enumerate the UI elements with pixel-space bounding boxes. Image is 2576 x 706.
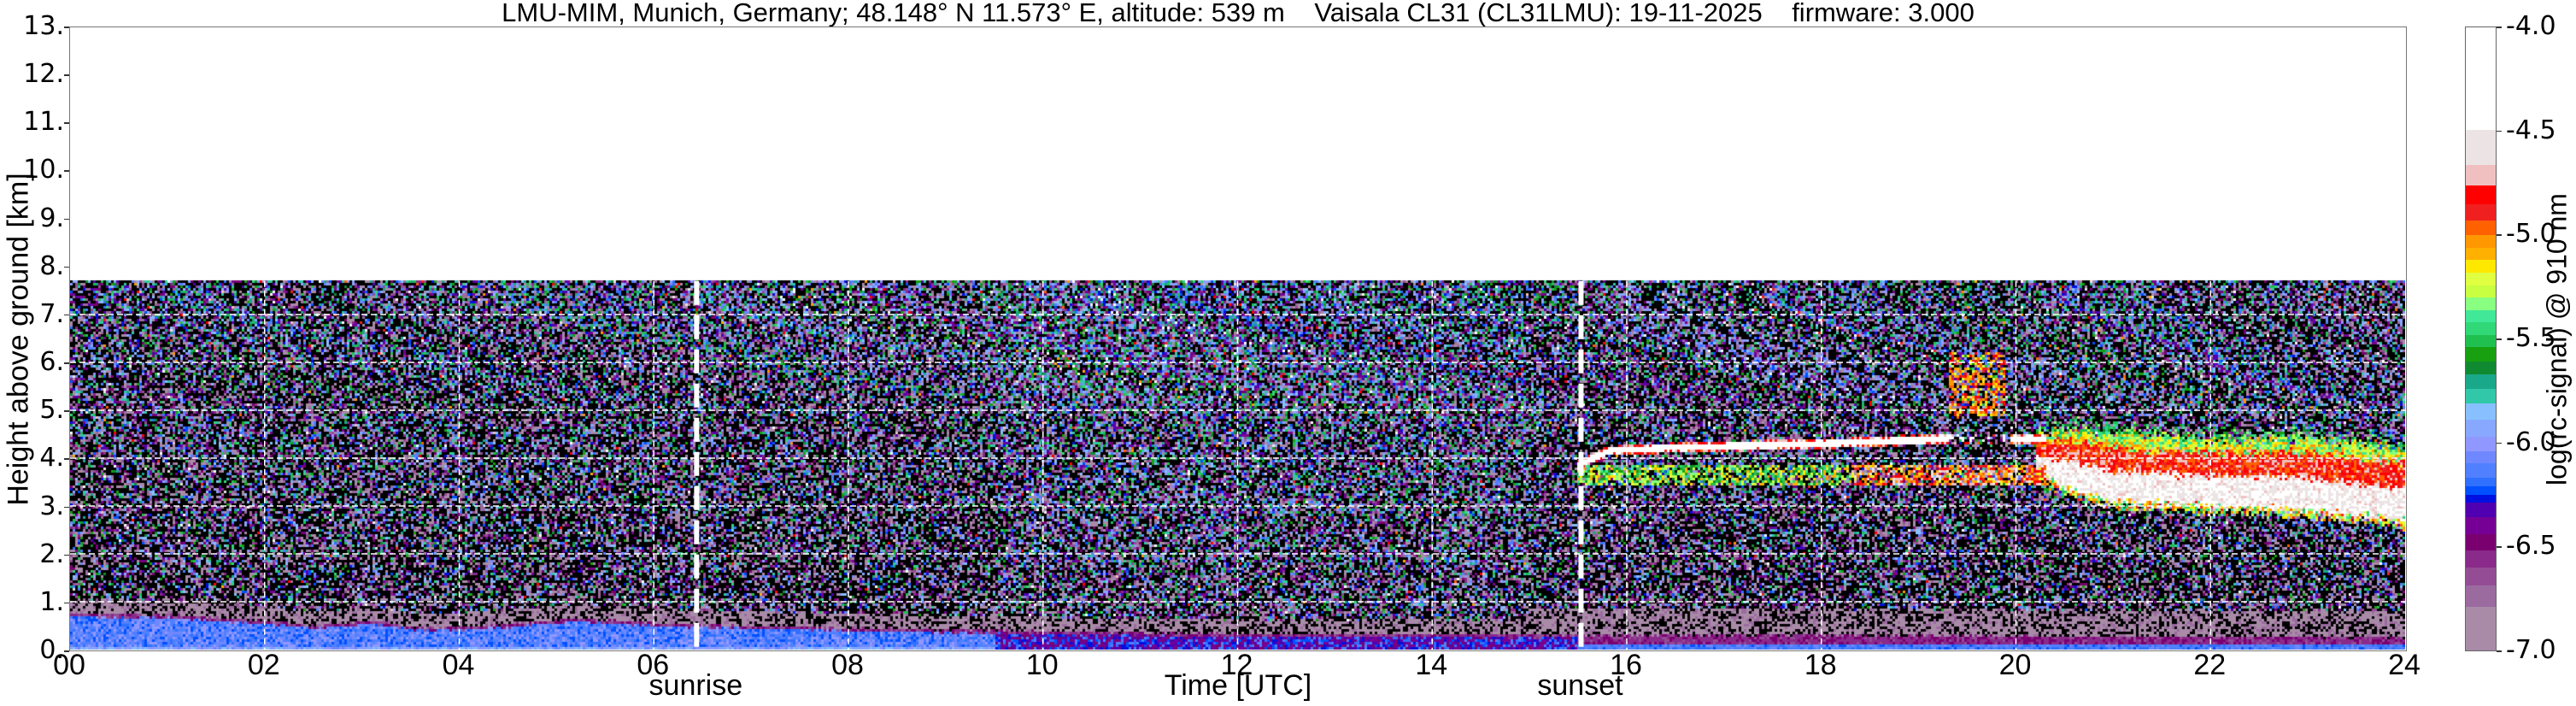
colorbar-level: [2466, 606, 2496, 650]
colorbar-tick-label: -5.5: [2506, 323, 2556, 353]
colorbar-level: [2466, 309, 2496, 323]
colorbar-level: [2466, 203, 2496, 221]
colorbar-level: [2466, 585, 2496, 607]
x-tick-label: 22: [2193, 649, 2227, 681]
y-tick-label: 1.: [39, 586, 64, 617]
colorbar-tick-label: -6.0: [2506, 427, 2556, 457]
y-tick-label: 10.: [23, 155, 64, 185]
x-tick-label: 04: [442, 649, 475, 681]
x-tick-label: 12: [1220, 649, 1253, 681]
colorbar-level: [2466, 284, 2496, 298]
chart-title: LMU-MIM, Munich, Germany; 48.148° N 11.5…: [502, 0, 1975, 27]
y-tick-mark: [64, 266, 69, 268]
colorbar-level: [2466, 388, 2496, 403]
colorbar-level: [2466, 247, 2496, 261]
x-tick-label: 08: [831, 649, 864, 681]
y-tick-label: 9.: [39, 203, 64, 233]
colorbar-level: [2466, 185, 2496, 204]
grid-and-annotation-overlay: [70, 74, 2405, 650]
colorbar-level: [2466, 516, 2496, 534]
colorbar-tick-label: -6.5: [2506, 531, 2556, 562]
colorbar-label: log(rc-signal) @ 910 nm: [2541, 193, 2573, 485]
colorbar-tick-mark: [2497, 338, 2502, 340]
x-tick-label: 10: [1025, 649, 1059, 681]
colorbar-level: [2466, 403, 2496, 421]
colorbar: [2465, 26, 2497, 651]
colorbar-level: [2466, 272, 2496, 285]
x-tick-label: 06: [637, 649, 670, 681]
colorbar-level: [2466, 566, 2496, 586]
colorbar-tick-label: -4.5: [2506, 115, 2556, 145]
y-tick-label: 8.: [39, 250, 64, 281]
plot-area: [69, 26, 2407, 651]
y-tick-mark: [64, 314, 69, 316]
y-tick-mark: [64, 122, 69, 124]
sunset-label: sunset: [1537, 669, 1623, 702]
colorbar-tick-mark: [2497, 442, 2502, 444]
y-tick-mark: [64, 506, 69, 509]
colorbar-level: [2466, 485, 2496, 495]
y-tick-label: 4.: [39, 443, 64, 474]
y-tick-label: 6.: [39, 347, 64, 378]
colorbar-tick-label: -4.0: [2506, 11, 2556, 41]
y-tick-mark: [64, 554, 69, 556]
colorbar-tick-label: -7.0: [2506, 635, 2556, 665]
colorbar-level: [2466, 374, 2496, 389]
colorbar-level: [2466, 27, 2496, 130]
y-tick-mark: [64, 170, 69, 172]
x-tick-label: 14: [1415, 649, 1448, 681]
colorbar-level: [2466, 450, 2496, 464]
colorbar-level: [2466, 494, 2496, 503]
x-tick-label: 00: [53, 649, 85, 681]
colorbar-level: [2466, 128, 2496, 165]
x-tick-label: 24: [2388, 649, 2421, 681]
sunrise-label: sunrise: [648, 669, 743, 702]
y-tick-mark: [64, 74, 69, 76]
colorbar-level: [2466, 234, 2496, 248]
y-tick-mark: [64, 650, 69, 652]
y-tick-label: 0.: [39, 635, 64, 665]
colorbar-level: [2466, 550, 2496, 568]
colorbar-tick-mark: [2497, 234, 2502, 236]
colorbar-tick-label: -5.0: [2506, 219, 2556, 250]
colorbar-tick-mark: [2497, 546, 2502, 548]
colorbar-level: [2466, 259, 2496, 273]
colorbar-level: [2466, 297, 2496, 310]
colorbar-level: [2466, 436, 2496, 451]
y-tick-mark: [64, 602, 69, 604]
y-tick-label: 3.: [39, 491, 64, 521]
colorbar-tick-mark: [2497, 130, 2502, 132]
x-tick-label: 02: [247, 649, 280, 681]
colorbar-level: [2466, 533, 2496, 551]
x-tick-label: 20: [1998, 649, 2032, 681]
y-tick-label: 11.: [23, 107, 64, 138]
y-tick-mark: [64, 458, 69, 460]
y-tick-label: 5.: [39, 395, 64, 426]
colorbar-level: [2466, 164, 2496, 186]
y-tick-label: 7.: [39, 298, 64, 329]
colorbar-level: [2466, 477, 2496, 486]
colorbar-level: [2466, 346, 2496, 362]
colorbar-level: [2466, 334, 2496, 348]
colorbar-level: [2466, 462, 2496, 479]
colorbar-level: [2466, 502, 2496, 518]
colorbar-level: [2466, 361, 2496, 374]
colorbar-level: [2466, 419, 2496, 437]
colorbar-tick-mark: [2497, 650, 2502, 652]
x-axis-label: Time [UTC]: [1164, 669, 1312, 702]
y-tick-label: 2.: [39, 538, 64, 569]
y-tick-mark: [64, 218, 69, 221]
colorbar-tick-mark: [2497, 26, 2502, 28]
y-tick-label: 12.: [23, 59, 64, 90]
y-tick-mark: [64, 362, 69, 364]
x-tick-label: 16: [1610, 649, 1642, 681]
y-tick-mark: [64, 410, 69, 412]
colorbar-level: [2466, 220, 2496, 236]
y-axis-label: Height above ground [km]: [2, 173, 35, 506]
y-tick-label: 13.: [23, 11, 64, 41]
x-tick-label: 18: [1804, 649, 1837, 681]
colorbar-level: [2466, 321, 2496, 335]
y-tick-mark: [64, 26, 69, 28]
